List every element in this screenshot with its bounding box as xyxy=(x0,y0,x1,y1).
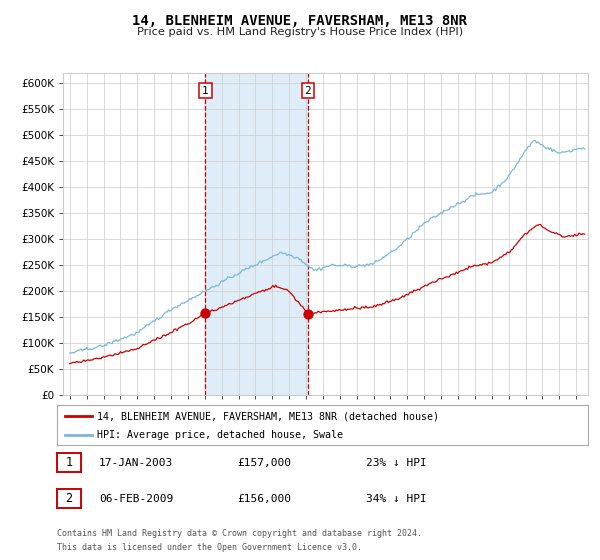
Text: 14, BLENHEIM AVENUE, FAVERSHAM, ME13 8NR: 14, BLENHEIM AVENUE, FAVERSHAM, ME13 8NR xyxy=(133,14,467,28)
Text: 17-JAN-2003: 17-JAN-2003 xyxy=(99,458,173,468)
Text: £156,000: £156,000 xyxy=(237,494,291,504)
Text: 1: 1 xyxy=(202,86,209,96)
Bar xyxy=(205,73,308,395)
Text: 1: 1 xyxy=(65,456,73,469)
Text: 2: 2 xyxy=(304,86,311,96)
Text: HPI: Average price, detached house, Swale: HPI: Average price, detached house, Swal… xyxy=(97,430,343,440)
Text: 06-FEB-2009: 06-FEB-2009 xyxy=(99,494,173,504)
Text: 23% ↓ HPI: 23% ↓ HPI xyxy=(366,458,427,468)
Point xyxy=(200,309,210,318)
Text: 34% ↓ HPI: 34% ↓ HPI xyxy=(366,494,427,504)
Point xyxy=(303,309,313,318)
Text: Contains HM Land Registry data © Crown copyright and database right 2024.: Contains HM Land Registry data © Crown c… xyxy=(57,529,422,538)
Text: Price paid vs. HM Land Registry's House Price Index (HPI): Price paid vs. HM Land Registry's House … xyxy=(137,27,463,37)
Text: 14, BLENHEIM AVENUE, FAVERSHAM, ME13 8NR (detached house): 14, BLENHEIM AVENUE, FAVERSHAM, ME13 8NR… xyxy=(97,411,439,421)
Text: This data is licensed under the Open Government Licence v3.0.: This data is licensed under the Open Gov… xyxy=(57,543,362,552)
Text: 2: 2 xyxy=(65,492,73,505)
Text: £157,000: £157,000 xyxy=(237,458,291,468)
